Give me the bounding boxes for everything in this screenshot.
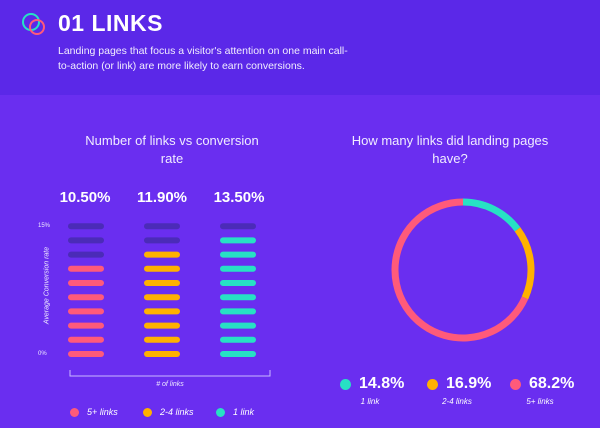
bar-segment-1-link <box>220 237 256 244</box>
legend-label-2to4: 2-4 links <box>160 407 194 417</box>
legend-1link: 1 link <box>216 407 254 417</box>
donut-chart-title: How many links did landing pages have? <box>351 133 549 166</box>
donut-legend-1link: 14.8% 1 link <box>340 375 430 406</box>
legend-5plus: 5+ links <box>70 407 118 417</box>
donut-dot-5plus <box>510 378 521 390</box>
donut-value-1link: 14.8% <box>359 375 405 392</box>
donut-label-5plus: 5+ links <box>526 397 554 406</box>
donut-dot-2to4 <box>427 378 438 390</box>
bar-segment-1-link <box>220 308 256 315</box>
bar-segment-2-4-links <box>144 336 180 343</box>
bar-segment-5-links <box>68 265 104 272</box>
legend-label-1link: 1 link <box>233 407 255 417</box>
bar-segment-1-link <box>220 351 256 357</box>
bar-segment-1-link <box>220 223 256 230</box>
bar-segment-1-link <box>220 265 256 272</box>
donut-slice-2-4-links <box>514 227 535 300</box>
legend-dot-5plus <box>70 407 79 417</box>
bar-segment-5-links <box>68 322 104 329</box>
header-band <box>0 0 600 95</box>
bar-segment-2-4-links <box>144 322 180 329</box>
bar-segment-1-link <box>220 336 256 343</box>
bar-segment-2-4-links <box>144 308 180 315</box>
value-label-5plus: 10.50% <box>59 189 111 206</box>
x-axis-bracket <box>69 370 271 377</box>
bar-segment-2-4-links <box>144 280 180 286</box>
donut-label-1link: 1 link <box>360 397 380 406</box>
logo-icon <box>22 13 45 35</box>
donut-dot-1link <box>340 378 351 390</box>
bar-segment-2-4-links <box>144 351 180 357</box>
donut-legend-2to4: 16.9% 2-4 links <box>427 375 517 406</box>
legend-dot-2to4 <box>143 407 152 417</box>
bar-segment-5-links <box>68 351 104 357</box>
bar-segment-1-link <box>220 294 256 301</box>
donut-slice-1-link <box>462 198 521 232</box>
bar-segment-2-4-links <box>144 265 180 272</box>
bar-segment-5-links <box>68 336 104 343</box>
bar-chart-title: Number of links vs conversion rate <box>85 133 259 166</box>
donut-legend-5plus: 68.2% 5+ links <box>510 375 600 406</box>
x-axis-label: # of links <box>156 381 184 388</box>
page-title: 01 LINKS <box>58 10 163 36</box>
bar-segment-2-4-links <box>144 251 180 258</box>
donut-label-2to4: 2-4 links <box>442 397 472 406</box>
y-tick-max: 15% <box>38 223 51 229</box>
bar-segment-5-links <box>68 280 104 286</box>
bar-segment-5-links <box>68 237 104 244</box>
bar-segment-5-links <box>68 308 104 315</box>
bar-segment-1-link <box>220 251 256 258</box>
donut-value-5plus: 68.2% <box>529 375 575 392</box>
legend-label-5plus: 5+ links <box>87 407 118 417</box>
value-label-2to4: 11.90% <box>136 189 188 206</box>
bar-segment-5-links <box>68 223 104 230</box>
y-tick-min: 0% <box>38 351 47 357</box>
bar-segment-1-link <box>220 280 256 286</box>
donut-slice-5-links <box>391 198 529 342</box>
legend-dot-1link <box>216 407 225 417</box>
donut-value-2to4: 16.9% <box>446 375 492 392</box>
bar-segment-1-link <box>220 322 256 329</box>
bar-segment-5-links <box>68 251 104 258</box>
value-label-1link: 13.50% <box>213 189 265 206</box>
legend-2to4: 2-4 links <box>143 407 194 417</box>
page-subtitle: Landing pages that focus a visitor's att… <box>58 45 348 72</box>
bar-segment-5-links <box>68 294 104 301</box>
bar-segment-2-4-links <box>144 294 180 301</box>
bar-segment-2-4-links <box>144 237 180 244</box>
bar-segment-2-4-links <box>144 223 180 230</box>
